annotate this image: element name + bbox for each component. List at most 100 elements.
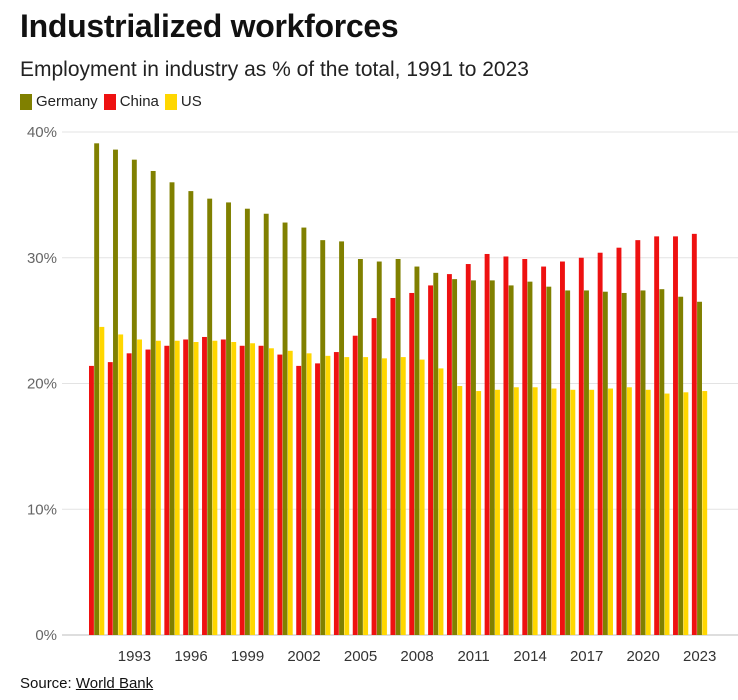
x-tick-label: 2011 <box>457 648 489 665</box>
bar-china-2005 <box>352 335 358 635</box>
bar-germany-1998 <box>226 202 231 636</box>
bar-us-1993 <box>137 339 142 635</box>
bar-germany-1997 <box>207 198 213 635</box>
y-tick-label: 40% <box>27 124 57 141</box>
bar-china-2009 <box>428 285 434 635</box>
bar-us-2001 <box>287 350 293 635</box>
bar-china-2017 <box>578 257 584 635</box>
bar-china-2015 <box>541 266 547 635</box>
bar-us-2018 <box>608 388 613 635</box>
bar-us-1995 <box>174 340 180 635</box>
bar-us-2021 <box>664 393 670 635</box>
bar-china-1991 <box>89 365 94 635</box>
source-label: Source: <box>20 675 72 692</box>
legend-swatch-germany <box>20 93 32 110</box>
bar-us-1999 <box>250 343 256 635</box>
bar-germany-2001 <box>282 222 288 635</box>
chart-title: Industrialized workforces <box>20 8 399 44</box>
legend-item-china: China <box>103 93 159 110</box>
bar-us-2007 <box>400 357 406 635</box>
x-tick-label: 1993 <box>118 648 151 665</box>
bar-us-2015 <box>551 388 557 635</box>
bar-germany-1996 <box>188 191 194 635</box>
bar-us-2004 <box>344 357 350 635</box>
bar-germany-2020 <box>640 290 646 635</box>
bar-us-1994 <box>155 340 161 635</box>
bar-china-1999 <box>239 345 245 635</box>
bar-china-1995 <box>164 345 170 635</box>
bar-germany-2011 <box>471 280 476 635</box>
bar-us-1996 <box>193 342 199 635</box>
bar-germany-2019 <box>621 292 627 635</box>
bar-china-1992 <box>107 362 113 635</box>
bar-germany-2007 <box>395 259 401 635</box>
bar-us-2005 <box>363 357 369 635</box>
y-tick-label: 30% <box>27 250 57 267</box>
bar-china-2006 <box>371 318 377 635</box>
bar-germany-2005 <box>357 259 363 635</box>
source-link[interactable]: World Bank <box>75 675 154 692</box>
bar-china-2022 <box>673 236 678 635</box>
bar-us-1997 <box>212 340 218 635</box>
bar-us-2019 <box>626 387 632 635</box>
x-tick-label: 2002 <box>287 648 320 665</box>
bar-us-2014 <box>532 387 538 635</box>
bar-china-1996 <box>183 339 189 635</box>
bar-china-1997 <box>202 336 207 635</box>
legend-item-us: US <box>164 93 202 110</box>
bar-germany-2016 <box>565 290 571 635</box>
bar-germany-2013 <box>508 285 514 635</box>
bar-germany-2021 <box>659 289 665 635</box>
chart-subtitle: Employment in industry as % of the total… <box>20 58 529 81</box>
bar-us-2020 <box>645 389 651 635</box>
bar-us-2000 <box>268 348 274 635</box>
bar-china-2020 <box>635 240 641 635</box>
legend-swatch-china <box>103 93 116 110</box>
bar-us-2008 <box>419 359 425 635</box>
x-tick-label: 2017 <box>570 648 603 665</box>
bar-germany-2014 <box>527 281 533 635</box>
bar-us-1991 <box>99 326 105 635</box>
legend-swatch-us <box>164 93 177 110</box>
bar-germany-2023 <box>697 301 702 635</box>
y-tick-label: 0% <box>35 627 57 644</box>
bar-china-2008 <box>409 292 415 635</box>
x-tick-label: 2020 <box>626 648 659 665</box>
bar-germany-1993 <box>131 159 137 635</box>
bar-china-2001 <box>277 354 283 635</box>
bar-germany-1994 <box>150 170 156 636</box>
bar-china-2018 <box>597 252 603 635</box>
bar-china-1993 <box>126 353 132 635</box>
bar-germany-2000 <box>263 213 269 636</box>
bar-china-2010 <box>446 274 452 635</box>
bar-germany-2015 <box>546 286 552 635</box>
x-tick-label: 2014 <box>513 648 546 665</box>
bar-us-1992 <box>118 334 124 635</box>
bar-germany-2004 <box>339 241 345 635</box>
legend: Germany China US <box>20 93 208 110</box>
bar-china-2003 <box>315 363 320 635</box>
bar-germany-1995 <box>169 182 175 636</box>
bar-germany-2018 <box>602 291 608 635</box>
bar-germany-2012 <box>489 280 495 635</box>
bar-us-1998 <box>231 342 237 635</box>
legend-label-china: China <box>119 93 159 110</box>
bar-germany-2010 <box>452 279 458 635</box>
x-tick-label: 1996 <box>174 648 207 665</box>
x-tick-label: 2008 <box>400 648 433 665</box>
bar-us-2003 <box>325 355 331 635</box>
legend-label-germany: Germany <box>36 93 98 110</box>
bar-china-2016 <box>560 261 565 635</box>
source-note: Source: World Bank <box>20 675 153 692</box>
bar-germany-1992 <box>113 149 118 636</box>
bar-germany-2022 <box>678 296 684 635</box>
legend-label-us: US <box>180 93 202 110</box>
bar-us-2017 <box>589 389 595 635</box>
bar-us-2023 <box>702 391 708 635</box>
x-tick-label: 1999 <box>231 648 264 665</box>
bar-china-2019 <box>616 247 622 635</box>
bar-china-2012 <box>484 253 490 636</box>
bar-us-2009 <box>438 368 444 635</box>
bar-china-2021 <box>654 236 660 635</box>
bar-chart: 0% 10% 20% 30% 40% 1993 1996 1999 2002 2005 2008 20… <box>27 124 738 665</box>
